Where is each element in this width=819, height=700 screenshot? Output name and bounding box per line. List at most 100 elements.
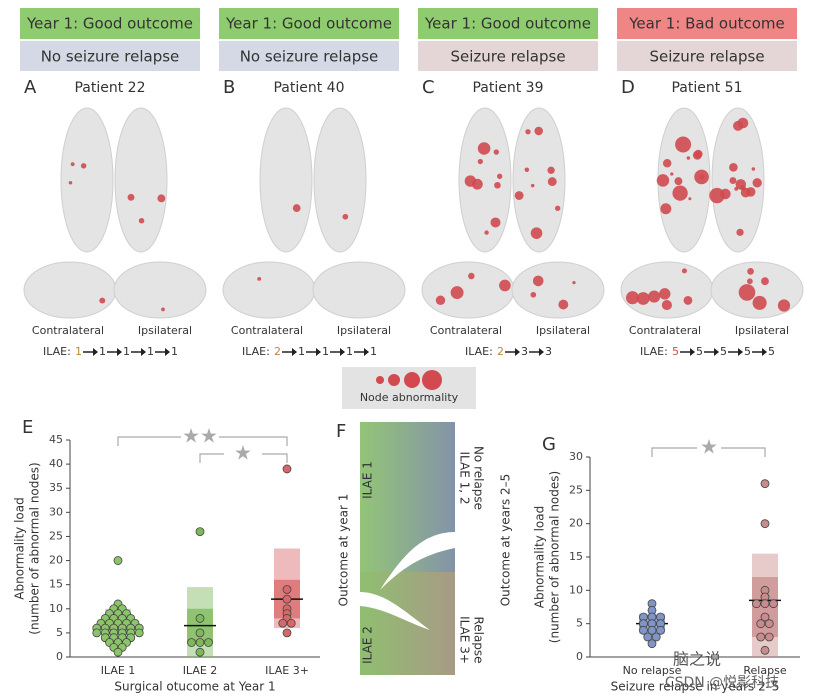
y-axis-label: Abnormality load xyxy=(533,506,547,608)
data-point xyxy=(760,612,770,622)
node-dot xyxy=(497,173,503,179)
left-label: ILAE 2 xyxy=(361,626,375,664)
node-dot xyxy=(70,162,75,167)
node-dot xyxy=(738,284,756,301)
data-point xyxy=(286,618,296,628)
relapse-header xyxy=(617,41,797,71)
node-dot xyxy=(674,177,683,186)
node-dot xyxy=(530,183,535,188)
ilae-label: ILAE: xyxy=(43,345,71,358)
node-dot xyxy=(694,149,703,159)
node-dot xyxy=(484,230,489,235)
outcome-header xyxy=(219,8,399,39)
ilae-label: ILAE: xyxy=(640,345,668,358)
node-dot xyxy=(530,291,537,298)
legend-dot xyxy=(422,370,442,390)
watermark-brand: 脑之说 xyxy=(673,650,721,669)
node-dot xyxy=(752,178,762,188)
right-label: No relapse xyxy=(472,446,486,510)
brain xyxy=(512,107,566,253)
brain xyxy=(23,261,117,319)
relapse-header xyxy=(20,41,200,71)
ilae-value: 1 xyxy=(370,345,377,358)
outcome-header xyxy=(20,8,200,39)
arrow-head xyxy=(141,348,146,356)
data-point xyxy=(647,639,657,649)
data-point xyxy=(92,628,102,638)
y-tick-label: 15 xyxy=(49,578,63,591)
node-dot xyxy=(672,185,688,201)
node-dot xyxy=(514,191,524,200)
node-dot xyxy=(625,291,640,305)
node-dot xyxy=(662,159,672,168)
node-dot xyxy=(477,158,483,165)
panel-letter: F xyxy=(336,421,346,442)
brain xyxy=(511,261,605,319)
node-dot xyxy=(656,174,670,187)
brain xyxy=(458,107,512,253)
data-point xyxy=(752,599,761,609)
outcome-text: Year 1: Good outcome xyxy=(225,15,392,33)
data-point xyxy=(282,464,292,474)
data-point xyxy=(643,632,653,642)
arrow-head xyxy=(690,348,695,356)
y-tick-label: 35 xyxy=(49,481,63,494)
data-point xyxy=(282,594,292,604)
node-dot xyxy=(127,193,135,201)
left-label: ILAE 1 xyxy=(361,461,375,499)
node-dot xyxy=(777,299,791,312)
node-dot xyxy=(530,227,543,239)
node-dot xyxy=(477,142,491,155)
y-tick-label: 40 xyxy=(49,457,63,470)
ipsilateral-label: Ipsilateral xyxy=(337,324,391,337)
node-dot xyxy=(746,278,753,285)
data-point xyxy=(760,645,770,655)
data-point xyxy=(113,647,123,657)
node-dot xyxy=(554,205,561,211)
node-dot xyxy=(660,203,672,215)
significance-star: ★ xyxy=(234,441,252,465)
contralateral-label: Contralateral xyxy=(32,324,104,337)
x-tick-label: ILAE 1 xyxy=(101,664,136,677)
y-tick-label: 10 xyxy=(569,583,583,596)
relapse-text: Seizure relapse xyxy=(450,48,565,66)
node-dot xyxy=(493,149,499,155)
panel-letter: A xyxy=(24,77,37,98)
panel-letter: E xyxy=(22,417,33,438)
data-point xyxy=(656,625,665,635)
data-point xyxy=(760,479,770,489)
brain xyxy=(421,261,515,319)
ilae-value: 1 xyxy=(99,345,106,358)
ilae-value: 1 xyxy=(171,345,178,358)
panel-letter: C xyxy=(422,77,435,98)
data-point xyxy=(764,632,774,642)
star-bg xyxy=(181,429,219,445)
data-point xyxy=(651,632,661,642)
watermark-source: CSDN @悦影科技 xyxy=(665,675,779,691)
y-axis-label: Abnormality load xyxy=(13,497,27,599)
right-label: ILAE 3+ xyxy=(458,616,472,664)
outcome-text: Year 1: Bad outcome xyxy=(628,15,785,33)
patient-title: Patient 40 xyxy=(273,80,344,96)
node-dot xyxy=(157,194,166,203)
panel-letter: D xyxy=(621,77,635,98)
data-point xyxy=(204,638,213,647)
node-dot xyxy=(547,177,557,187)
node-dot xyxy=(752,295,767,310)
ilae-label: ILAE: xyxy=(465,345,493,358)
y-tick-label: 20 xyxy=(569,517,583,530)
node-dot xyxy=(99,297,106,304)
y-tick-label: 25 xyxy=(569,483,583,496)
node-dot xyxy=(572,280,576,285)
data-point xyxy=(195,628,205,638)
node-dot xyxy=(699,174,705,180)
ilae-value: 5 xyxy=(720,345,727,358)
ilae-value: 1 xyxy=(147,345,154,358)
y-axis-label: Outcome at year 1 xyxy=(337,494,351,607)
node-dot xyxy=(525,129,531,135)
legend-dot xyxy=(388,374,400,386)
node-dot xyxy=(675,136,692,153)
y-tick-label: 5 xyxy=(56,626,63,639)
data-point xyxy=(187,638,196,647)
x-axis-label: Surgical otucome at Year 1 xyxy=(114,680,275,694)
